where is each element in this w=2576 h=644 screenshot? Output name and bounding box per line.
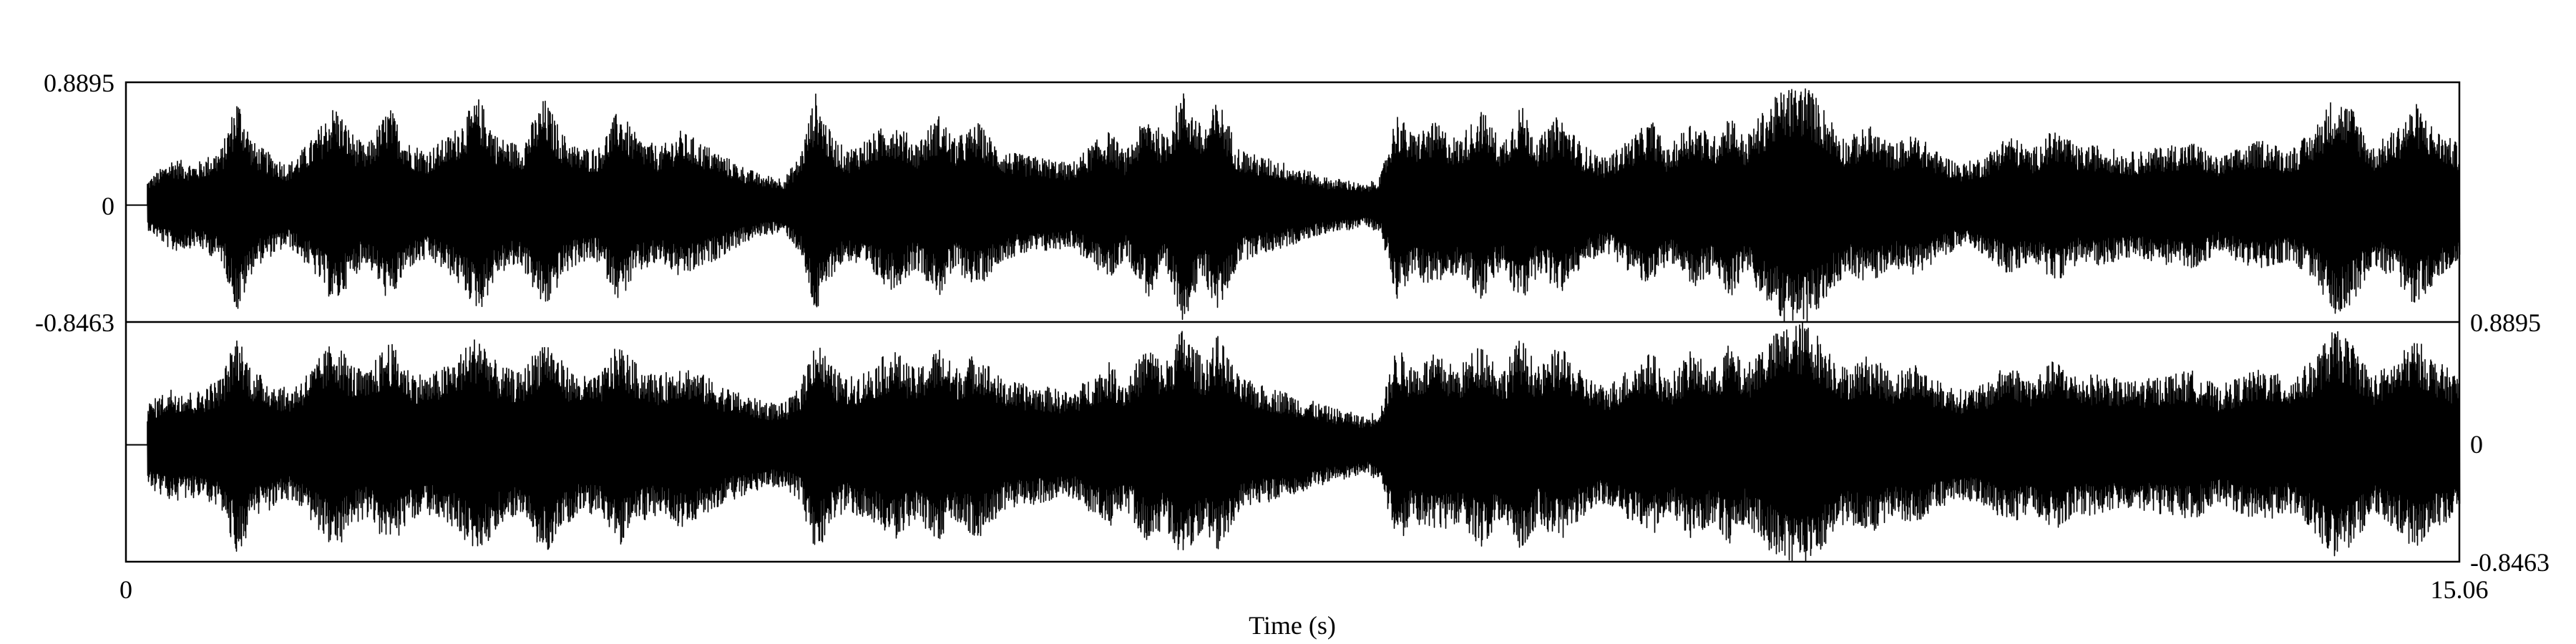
channel-1-ytick-min: -0.8463 — [35, 308, 114, 337]
x-axis-label: Time (s) — [1249, 611, 1336, 640]
channel-2-ytick-min: -0.8463 — [2470, 548, 2550, 577]
channel-1 — [126, 88, 2461, 323]
channel-2 — [126, 322, 2461, 562]
channel-1-ytick-max: 0.8895 — [44, 69, 114, 97]
channel-1-waveform — [147, 88, 2461, 323]
x-tick-start: 0 — [119, 575, 132, 604]
channel-2-ytick-zero: 0 — [2470, 430, 2483, 459]
channel-2-waveform — [147, 322, 2461, 562]
channel-1-ytick-zero: 0 — [102, 192, 114, 220]
channel-2-ytick-max: 0.8895 — [2470, 308, 2541, 337]
x-tick-end: 15.06 — [2431, 575, 2489, 604]
